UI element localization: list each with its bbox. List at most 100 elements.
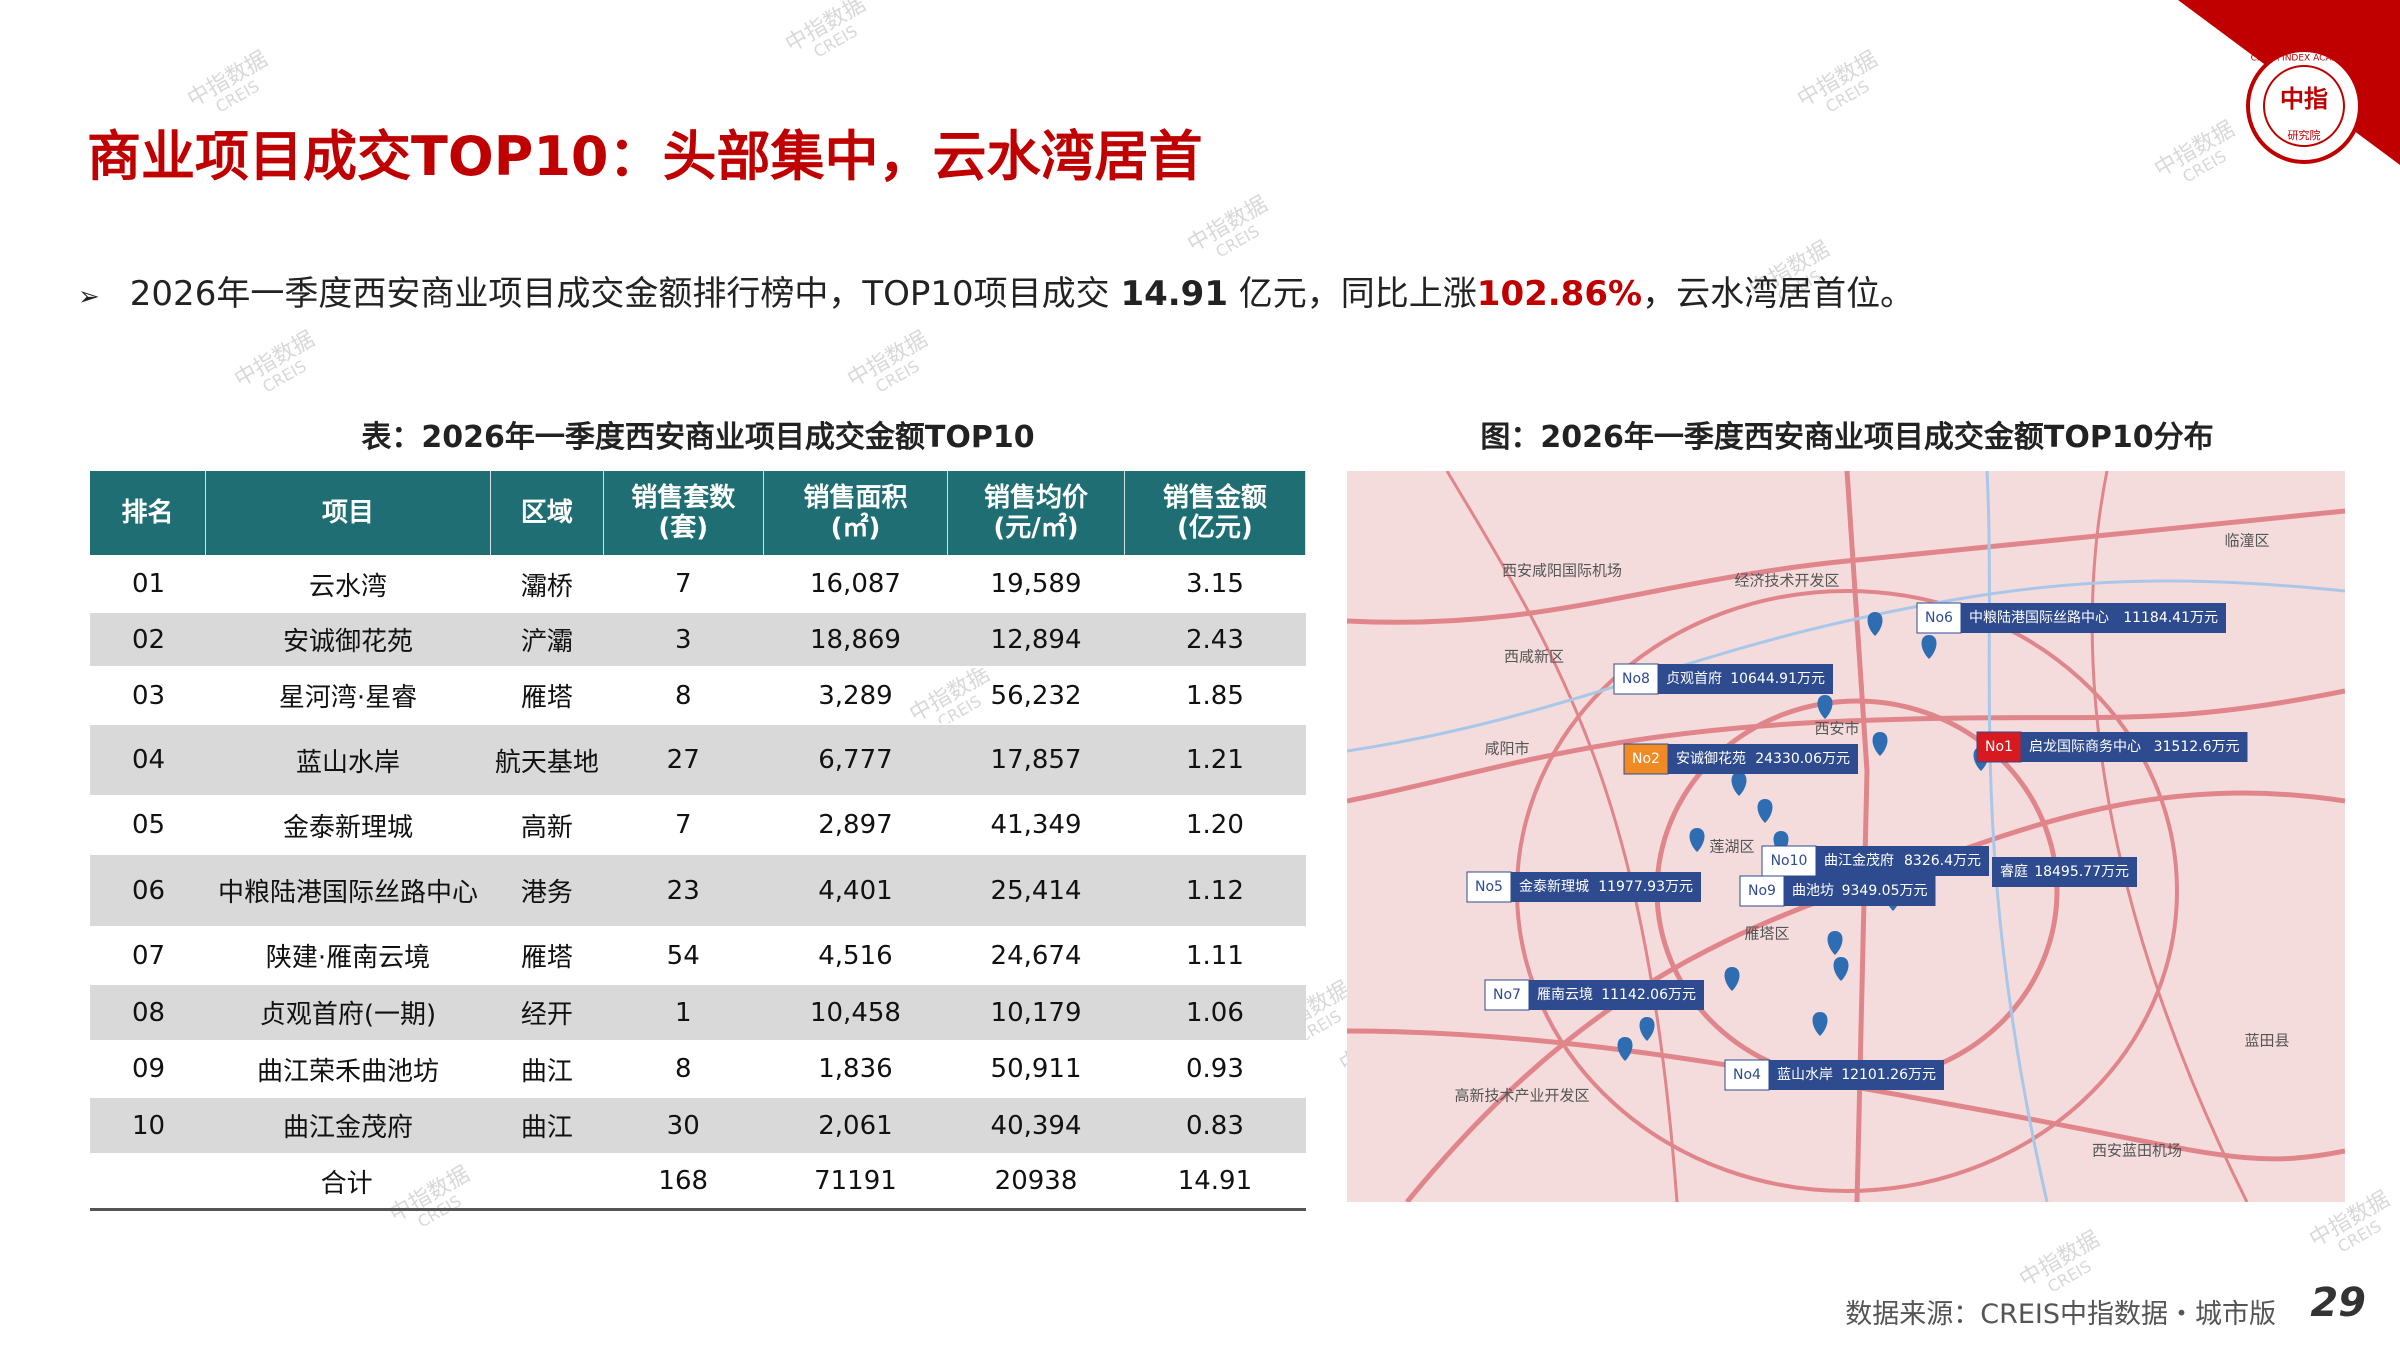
- callout-box: [1816, 846, 1989, 876]
- table-cell: 25,414: [947, 853, 1125, 927]
- table-cell: 08: [90, 983, 206, 1041]
- callout-name: 曲池坊: [1792, 883, 1834, 899]
- table-cell: 经开: [490, 983, 604, 1041]
- callout-no: No2: [1632, 751, 1660, 767]
- table-row: 05 金泰新理城 高新 7 2,897 41,349 1.20: [90, 795, 1306, 854]
- table-cell: 50,911: [947, 1040, 1125, 1097]
- table-cell: 01: [90, 555, 206, 612]
- pin: [1757, 799, 1773, 823]
- callout-no: No10: [1771, 853, 1808, 869]
- callout-amount: 24330.06万元: [1755, 751, 1850, 767]
- pin: [1639, 1017, 1655, 1041]
- pin: [1724, 967, 1740, 991]
- bullet-text: ，云水湾居首位。: [1642, 274, 1915, 314]
- callout-amount: 11142.06万元: [1601, 987, 1696, 1003]
- callout-no-box: [1623, 743, 1669, 775]
- table-cell: 41,349: [947, 795, 1125, 854]
- table-cell: 19,589: [947, 555, 1125, 612]
- callout-no-box: [1739, 875, 1785, 907]
- callout-no: No9: [1748, 883, 1776, 899]
- table-cell: 23: [603, 853, 764, 927]
- table-cell: 0.83: [1124, 1096, 1306, 1154]
- callout-no: No8: [1622, 671, 1650, 687]
- table-cell: 云水湾: [205, 555, 491, 612]
- callout: No6 中粮陆港国际丝路中心 11184.41万元: [1916, 602, 2226, 634]
- bullet-total: 14.91: [1120, 274, 1228, 314]
- table-cell: 05: [90, 795, 206, 854]
- table: 排名 项目 区域 销售套数 (套) 销售面积 (㎡) 销售均价 (元/㎡) 销售金额 (亿元…: [90, 471, 1307, 1211]
- place-label: 咸阳市: [1484, 740, 1529, 758]
- table-cell: 蓝山水岸: [205, 723, 491, 796]
- table-cell: 56,232: [947, 666, 1125, 724]
- table-cell: 8: [603, 666, 764, 724]
- table-cell: 0.93: [1124, 1040, 1306, 1097]
- pin: [1872, 732, 1888, 756]
- column-header: 销售金额 (亿元): [1124, 471, 1307, 556]
- callout-amount: 31512.6万元: [2154, 739, 2240, 755]
- bullet-text: 亿元，同比上涨: [1227, 274, 1477, 314]
- table-cell: 7: [603, 795, 764, 854]
- table-cell: 54: [603, 926, 764, 984]
- callout-box: [1992, 857, 2137, 887]
- callout-box: [1769, 1060, 1944, 1090]
- column-header: 项目: [205, 471, 492, 556]
- column-header: 销售面积 (㎡): [763, 471, 949, 556]
- callout-name: 蓝山水岸: [1777, 1067, 1833, 1083]
- table-cell: 04: [90, 723, 206, 796]
- place-label: 西安咸阳国际机场: [1502, 562, 1622, 580]
- table-caption: 表：2026年一季度西安商业项目成交金额TOP10: [361, 420, 1035, 455]
- table-cell: 3.15: [1124, 555, 1306, 612]
- table-cell: 09: [90, 1040, 206, 1097]
- table-cell: 10: [90, 1096, 206, 1154]
- table-cell: 14.91: [1124, 1153, 1306, 1211]
- table-row: 10 曲江金茂府 曲江 30 2,061 40,394 0.83: [90, 1096, 1306, 1154]
- table-row: 03 星河湾·星睿 雁塔 8 3,289 56,232 1.85: [90, 666, 1306, 724]
- table-cell: 1.21: [1124, 723, 1306, 796]
- callout-amount: 11184.41万元: [2123, 610, 2218, 626]
- table-cell: 06: [90, 853, 206, 927]
- callout: No10 曲江金茂府 8326.4万元: [1761, 845, 1989, 877]
- place-label: 雁塔区: [1744, 925, 1789, 943]
- callout-no: No7: [1493, 987, 1521, 1003]
- table-cell: 曲江: [490, 1040, 604, 1097]
- place-label: 临潼区: [2224, 532, 2269, 550]
- table-cell: 71191: [763, 1153, 948, 1211]
- bullet: ➢ 2026年一季度西安商业项目成交金额排行榜中，TOP10项目成交 14.91 …: [78, 266, 1914, 315]
- column-header: 销售均价 (元/㎡): [947, 471, 1125, 556]
- table-cell: 3,289: [763, 666, 948, 724]
- table-cell: 1.06: [1124, 983, 1306, 1041]
- map-caption: 图：2026年一季度西安商业项目成交金额TOP10分布: [1480, 420, 2214, 455]
- page-number: 29: [2310, 1280, 2366, 1326]
- table-cell: 曲江荣禾曲池坊: [205, 1040, 491, 1097]
- table-cell: 8: [603, 1040, 764, 1097]
- table-cell: 安诚御花苑: [205, 611, 491, 667]
- table-cell: 金泰新理城: [205, 795, 491, 854]
- table-cell: 10,179: [947, 983, 1125, 1041]
- callout: No7 雁南云境 11142.06万元: [1484, 979, 1704, 1011]
- pin: [1731, 772, 1747, 796]
- source: 数据来源：CREIS中指数据・城市版: [1845, 1299, 2276, 1330]
- header-row: 排名 项目 区域 销售套数 (套) 销售面积 (㎡) 销售均价 (元/㎡) 销售金额 (亿元…: [90, 471, 1307, 556]
- callout-box: [1658, 664, 1833, 694]
- callout-name: 贞观首府: [1666, 670, 1722, 687]
- slide-title: 商业项目成交TOP10：头部集中，云水湾居首: [87, 125, 1203, 188]
- table-cell: 曲江金茂府: [205, 1096, 491, 1154]
- callout-name: 金泰新理城: [1519, 879, 1589, 895]
- rivers: [1347, 471, 2345, 1202]
- place-label: 高新技术产业开发区: [1454, 1087, 1589, 1105]
- table-cell: 1.85: [1124, 666, 1306, 724]
- callout-box: [2021, 732, 2248, 762]
- table-cell: 40,394: [947, 1096, 1125, 1154]
- logo-ring-text: CHINA INDEX ACADEMY: [2251, 54, 2358, 64]
- table-cell: 雁塔: [490, 666, 604, 724]
- table-cell: 星河湾·星睿: [205, 666, 491, 724]
- callout-name: 中粮陆港国际丝路中心: [1969, 610, 2109, 626]
- callout-name: 曲江金茂府: [1824, 852, 1894, 869]
- table-cell: 17,857: [947, 723, 1125, 796]
- table-cell: 02: [90, 611, 206, 667]
